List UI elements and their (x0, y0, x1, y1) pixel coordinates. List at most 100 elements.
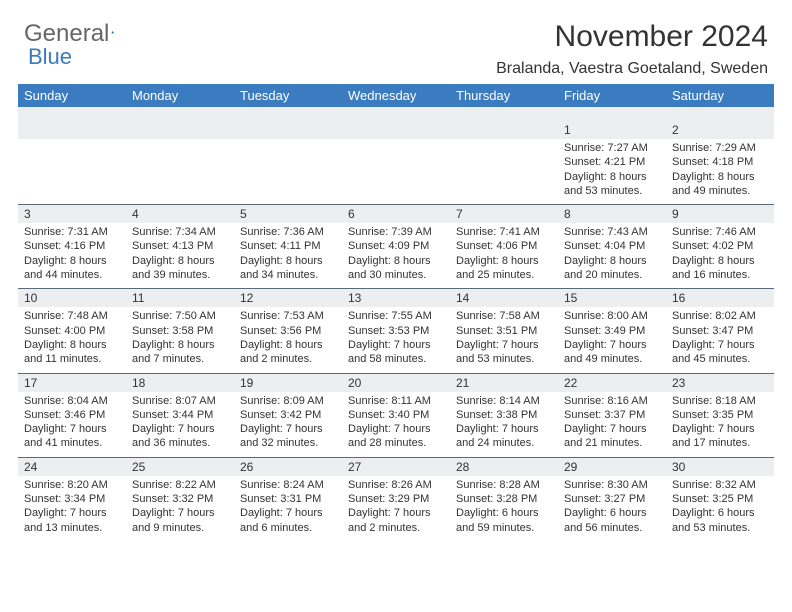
day-cell: Sunrise: 7:48 AMSunset: 4:00 PMDaylight:… (18, 307, 126, 373)
sunrise-text: Sunrise: 7:50 AM (132, 309, 228, 323)
sunset-text: Sunset: 4:11 PM (240, 239, 336, 253)
sunset-text: Sunset: 4:00 PM (24, 324, 120, 338)
sunrise-text: Sunrise: 8:04 AM (24, 394, 120, 408)
daylight-text: Daylight: 8 hours and 20 minutes. (564, 254, 660, 283)
weekday-header: Thursday (450, 84, 558, 107)
weekday-header: Sunday (18, 84, 126, 107)
day-cell (342, 139, 450, 205)
daylight-text: Daylight: 6 hours and 56 minutes. (564, 506, 660, 535)
daylight-text: Daylight: 8 hours and 53 minutes. (564, 170, 660, 199)
sunset-text: Sunset: 4:09 PM (348, 239, 444, 253)
weekday-header-row: Sunday Monday Tuesday Wednesday Thursday… (18, 84, 774, 107)
day-number: 17 (18, 373, 126, 392)
sunset-text: Sunset: 3:42 PM (240, 408, 336, 422)
sunrise-text: Sunrise: 8:18 AM (672, 394, 768, 408)
day-cell: Sunrise: 7:46 AMSunset: 4:02 PMDaylight:… (666, 223, 774, 289)
sunset-text: Sunset: 3:29 PM (348, 492, 444, 506)
daylight-text: Daylight: 8 hours and 2 minutes. (240, 338, 336, 367)
day-cell: Sunrise: 7:29 AMSunset: 4:18 PMDaylight:… (666, 139, 774, 205)
sunrise-text: Sunrise: 8:14 AM (456, 394, 552, 408)
daynum-row: 10111213141516 (18, 289, 774, 308)
day-number: 1 (558, 121, 666, 139)
daylight-text: Daylight: 7 hours and 6 minutes. (240, 506, 336, 535)
day-cell: Sunrise: 8:20 AMSunset: 3:34 PMDaylight:… (18, 476, 126, 541)
sunrise-text: Sunrise: 7:53 AM (240, 309, 336, 323)
daylight-text: Daylight: 7 hours and 36 minutes. (132, 422, 228, 451)
detail-row: Sunrise: 8:04 AMSunset: 3:46 PMDaylight:… (18, 392, 774, 458)
day-cell: Sunrise: 7:39 AMSunset: 4:09 PMDaylight:… (342, 223, 450, 289)
sunset-text: Sunset: 3:37 PM (564, 408, 660, 422)
daynum-row: 24252627282930 (18, 457, 774, 476)
sunrise-text: Sunrise: 8:24 AM (240, 478, 336, 492)
month-title: November 2024 (555, 20, 768, 54)
sunset-text: Sunset: 3:31 PM (240, 492, 336, 506)
sunset-text: Sunset: 3:25 PM (672, 492, 768, 506)
daylight-text: Daylight: 7 hours and 17 minutes. (672, 422, 768, 451)
day-cell: Sunrise: 7:36 AMSunset: 4:11 PMDaylight:… (234, 223, 342, 289)
day-number: 30 (666, 457, 774, 476)
location-line: Bralanda, Vaestra Goetaland, Sweden (0, 58, 792, 84)
day-number: 19 (234, 373, 342, 392)
daylight-text: Daylight: 7 hours and 32 minutes. (240, 422, 336, 451)
sunset-text: Sunset: 3:40 PM (348, 408, 444, 422)
sunrise-text: Sunrise: 8:26 AM (348, 478, 444, 492)
day-number (18, 121, 126, 139)
day-number (234, 121, 342, 139)
sunset-text: Sunset: 3:32 PM (132, 492, 228, 506)
sunset-text: Sunset: 4:18 PM (672, 155, 768, 169)
day-cell: Sunrise: 7:58 AMSunset: 3:51 PMDaylight:… (450, 307, 558, 373)
daylight-text: Daylight: 8 hours and 49 minutes. (672, 170, 768, 199)
day-cell: Sunrise: 8:28 AMSunset: 3:28 PMDaylight:… (450, 476, 558, 541)
sunrise-text: Sunrise: 8:32 AM (672, 478, 768, 492)
daynum-row: 12 (18, 121, 774, 139)
day-cell: Sunrise: 8:26 AMSunset: 3:29 PMDaylight:… (342, 476, 450, 541)
sunset-text: Sunset: 4:16 PM (24, 239, 120, 253)
sunrise-text: Sunrise: 7:55 AM (348, 309, 444, 323)
sunrise-text: Sunrise: 7:58 AM (456, 309, 552, 323)
day-number: 9 (666, 205, 774, 224)
header: General November 2024 (0, 0, 792, 58)
sunset-text: Sunset: 4:21 PM (564, 155, 660, 169)
sunrise-text: Sunrise: 8:11 AM (348, 394, 444, 408)
day-cell: Sunrise: 7:53 AMSunset: 3:56 PMDaylight:… (234, 307, 342, 373)
daylight-text: Daylight: 7 hours and 58 minutes. (348, 338, 444, 367)
day-number: 12 (234, 289, 342, 308)
sunrise-text: Sunrise: 7:39 AM (348, 225, 444, 239)
day-cell (18, 139, 126, 205)
day-number: 7 (450, 205, 558, 224)
spacer-row (18, 107, 774, 121)
day-number: 20 (342, 373, 450, 392)
day-cell (450, 139, 558, 205)
day-number: 16 (666, 289, 774, 308)
day-number: 2 (666, 121, 774, 139)
detail-row: Sunrise: 7:31 AMSunset: 4:16 PMDaylight:… (18, 223, 774, 289)
sunset-text: Sunset: 3:56 PM (240, 324, 336, 338)
daylight-text: Daylight: 7 hours and 21 minutes. (564, 422, 660, 451)
daylight-text: Daylight: 6 hours and 59 minutes. (456, 506, 552, 535)
sunrise-text: Sunrise: 7:48 AM (24, 309, 120, 323)
daylight-text: Daylight: 8 hours and 16 minutes. (672, 254, 768, 283)
day-number: 6 (342, 205, 450, 224)
day-number: 11 (126, 289, 234, 308)
daylight-text: Daylight: 7 hours and 45 minutes. (672, 338, 768, 367)
sunrise-text: Sunrise: 8:09 AM (240, 394, 336, 408)
day-cell: Sunrise: 7:50 AMSunset: 3:58 PMDaylight:… (126, 307, 234, 373)
sunrise-text: Sunrise: 7:43 AM (564, 225, 660, 239)
day-number: 28 (450, 457, 558, 476)
day-number: 24 (18, 457, 126, 476)
sunrise-text: Sunrise: 8:20 AM (24, 478, 120, 492)
sail-icon (111, 22, 115, 42)
sunset-text: Sunset: 4:04 PM (564, 239, 660, 253)
sunrise-text: Sunrise: 8:16 AM (564, 394, 660, 408)
sunset-text: Sunset: 3:34 PM (24, 492, 120, 506)
day-cell: Sunrise: 8:04 AMSunset: 3:46 PMDaylight:… (18, 392, 126, 458)
daylight-text: Daylight: 7 hours and 49 minutes. (564, 338, 660, 367)
sunrise-text: Sunrise: 8:30 AM (564, 478, 660, 492)
day-number: 13 (342, 289, 450, 308)
day-number: 27 (342, 457, 450, 476)
sunset-text: Sunset: 3:35 PM (672, 408, 768, 422)
day-number: 18 (126, 373, 234, 392)
day-cell: Sunrise: 7:34 AMSunset: 4:13 PMDaylight:… (126, 223, 234, 289)
weekday-header: Saturday (666, 84, 774, 107)
day-number: 5 (234, 205, 342, 224)
